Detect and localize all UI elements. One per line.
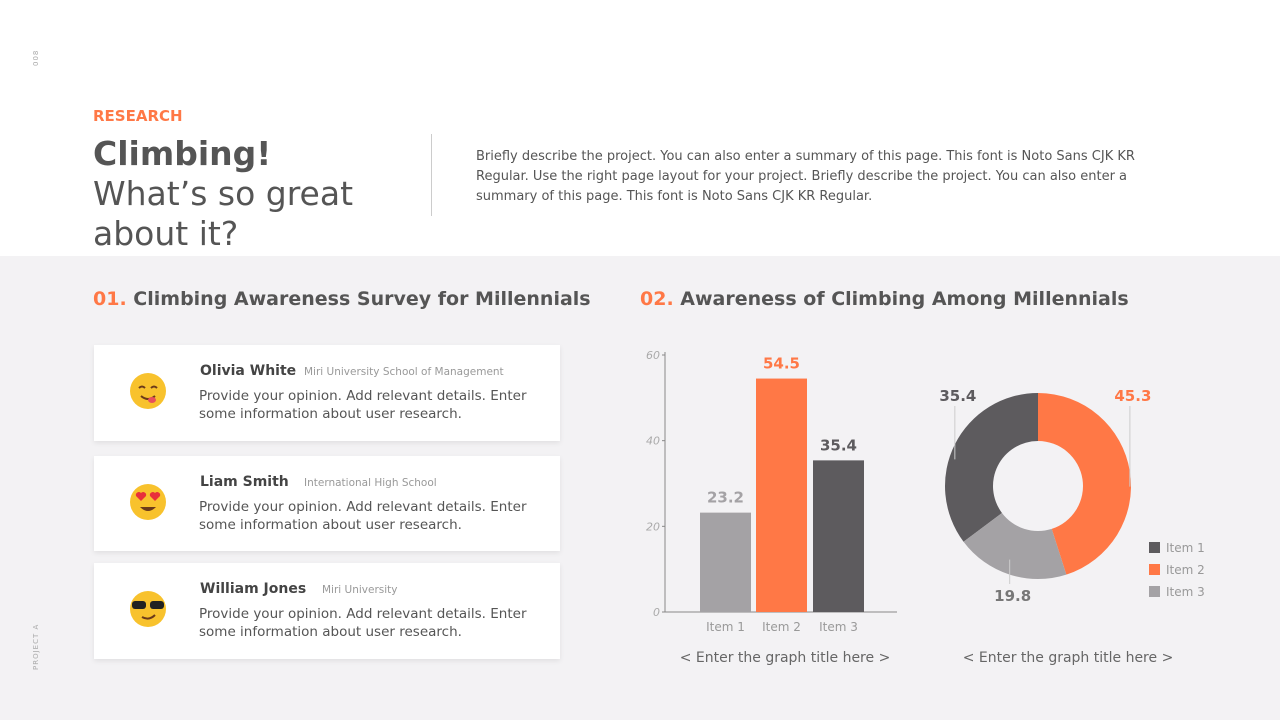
bar	[700, 512, 751, 612]
y-tick-label: 60	[646, 349, 660, 362]
legend-label: Item 2	[1166, 563, 1205, 577]
card-text: Provide your opinion. Add relevant detai…	[199, 606, 527, 640]
donut-slice	[963, 512, 1067, 579]
emoji	[130, 591, 166, 627]
section-number: 02.	[640, 288, 674, 310]
x-tick-label: Item 2	[762, 620, 801, 634]
card-name: William Jones	[200, 581, 307, 597]
card-affiliation: Miri University School of Management	[304, 366, 504, 378]
headline: Climbing! What’s so great about it?	[93, 134, 393, 254]
section-text: Climbing Awareness Survey for Millennial…	[133, 288, 591, 310]
legend-label: Item 3	[1166, 585, 1205, 599]
section-title: 01. Climbing Awareness Survey for Millen…	[93, 288, 591, 310]
value-label: 23.2	[707, 489, 744, 507]
donut-slice	[945, 393, 1038, 542]
value-label: 19.8	[994, 587, 1031, 605]
chart-title: < Enter the graph title here >	[963, 650, 1174, 666]
section-title: 02. Awareness of Climbing Among Millenni…	[640, 288, 1129, 310]
bar	[756, 378, 807, 612]
emoji	[130, 373, 166, 409]
section-number: 01.	[93, 288, 127, 310]
bar	[813, 460, 864, 612]
card-name: Liam Smith	[200, 474, 289, 490]
section-label: RESEARCH	[93, 107, 183, 125]
headline-bold: Climbing!	[93, 134, 272, 173]
card-affiliation: Miri University	[322, 584, 398, 596]
headline-rest: What’s so great about it?	[93, 174, 354, 253]
donut-slice	[1038, 393, 1132, 575]
card-affiliation: International High School	[304, 477, 437, 489]
card-name: Olivia White	[200, 363, 297, 379]
y-tick-label: 0	[653, 606, 660, 619]
header-band	[0, 0, 1280, 256]
section-text: Awareness of Climbing Among Millennials	[680, 288, 1129, 310]
emoji	[130, 484, 166, 520]
y-tick-label: 20	[646, 520, 660, 533]
opinion-card: Olivia White Miri University School of M…	[94, 345, 560, 441]
opinion-card: William Jones Miri University Provide yo…	[94, 563, 560, 659]
legend-swatch	[1149, 542, 1160, 553]
value-label: 35.4	[820, 436, 857, 454]
y-tick-label: 40	[646, 435, 660, 448]
value-label: 54.5	[763, 355, 800, 373]
card-text: Provide your opinion. Add relevant detai…	[199, 388, 527, 422]
x-tick-label: Item 3	[819, 620, 858, 634]
legend-label: Item 1	[1166, 541, 1205, 555]
opinion-card: Liam Smith International High School Pro…	[94, 456, 560, 551]
value-label: 45.3	[1114, 387, 1151, 405]
legend-swatch	[1149, 564, 1160, 575]
chart-title: < Enter the graph title here >	[680, 650, 891, 666]
divider	[431, 134, 432, 216]
x-tick-label: Item 1	[706, 620, 745, 634]
legend-swatch	[1149, 586, 1160, 597]
value-label: 35.4	[939, 387, 976, 405]
description: Briefly describe the project. You can al…	[476, 149, 1135, 204]
card-text: Provide your opinion. Add relevant detai…	[199, 499, 527, 533]
